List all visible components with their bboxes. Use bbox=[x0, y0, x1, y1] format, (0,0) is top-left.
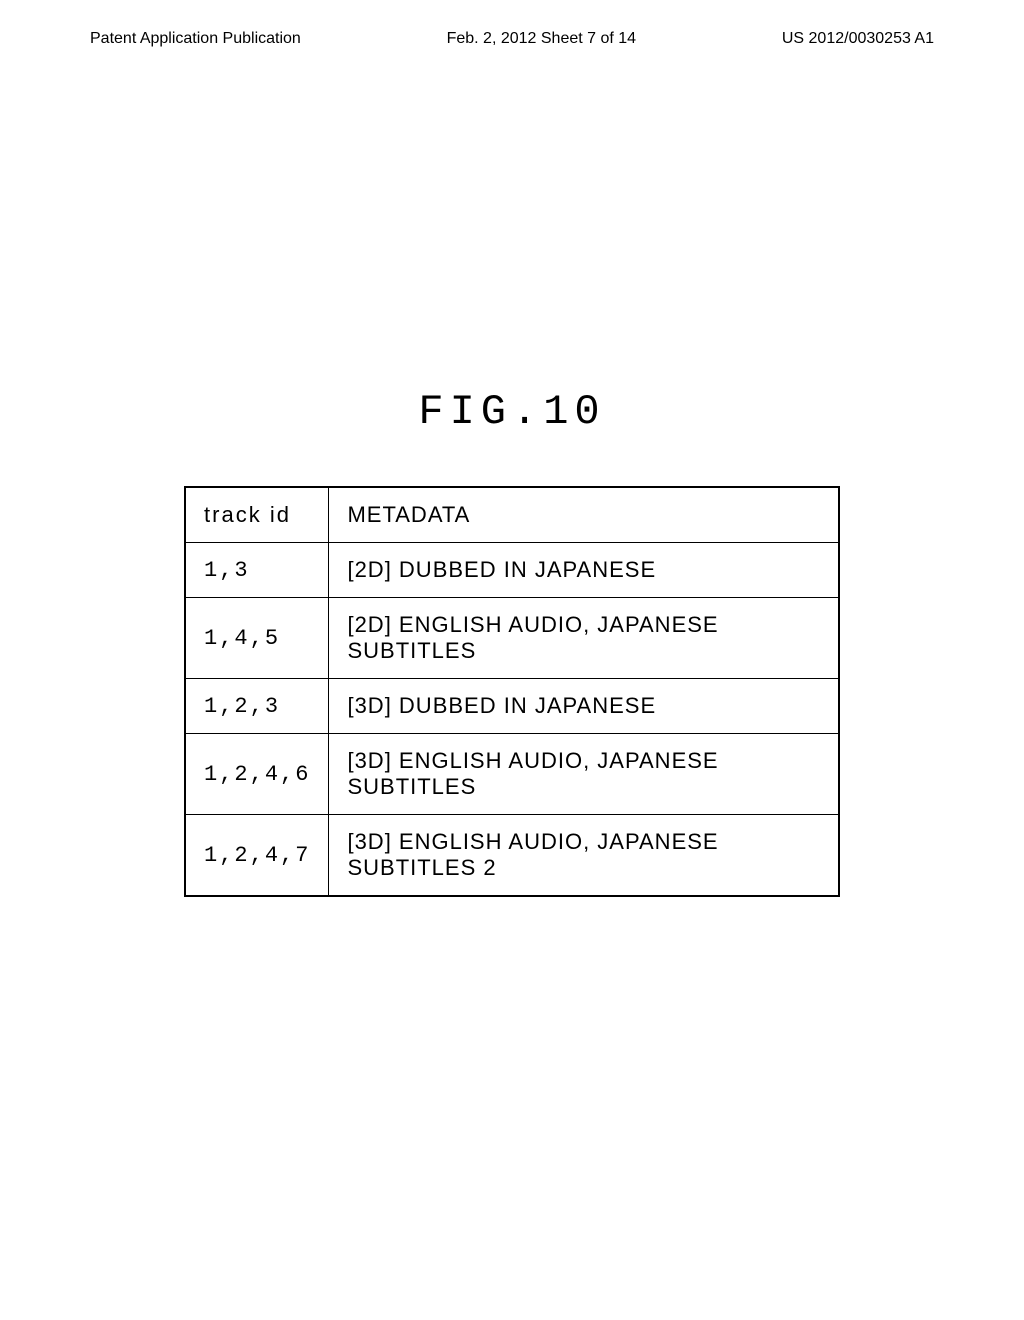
table-cell-trackid: 1,4,5 bbox=[185, 598, 329, 679]
table-cell-metadata: [2D] ENGLISH AUDIO, JAPANESE SUBTITLES bbox=[329, 598, 839, 679]
page-header: Patent Application Publication Feb. 2, 2… bbox=[0, 0, 1024, 58]
header-patent-number: US 2012/0030253 A1 bbox=[782, 30, 934, 48]
table-row: 1,2,4,6 [3D] ENGLISH AUDIO, JAPANESE SUB… bbox=[185, 734, 839, 815]
metadata-table: track id METADATA 1,3 [2D] DUBBED IN JAP… bbox=[184, 486, 840, 897]
table-row: 1,2,3 [3D] DUBBED IN JAPANESE bbox=[185, 679, 839, 734]
table-cell-trackid: 1,3 bbox=[185, 543, 329, 598]
table-header-metadata: METADATA bbox=[329, 487, 839, 543]
table-cell-metadata: [2D] DUBBED IN JAPANESE bbox=[329, 543, 839, 598]
table-cell-trackid: 1,2,4,6 bbox=[185, 734, 329, 815]
figure-title: FIG.10 bbox=[0, 388, 1024, 436]
table-container: track id METADATA 1,3 [2D] DUBBED IN JAP… bbox=[0, 486, 1024, 897]
table-cell-metadata: [3D] ENGLISH AUDIO, JAPANESE SUBTITLES bbox=[329, 734, 839, 815]
table-cell-metadata: [3D] ENGLISH AUDIO, JAPANESE SUBTITLES 2 bbox=[329, 815, 839, 897]
header-sheet-info: Feb. 2, 2012 Sheet 7 of 14 bbox=[447, 30, 636, 48]
table-header-trackid: track id bbox=[185, 487, 329, 543]
table-cell-metadata: [3D] DUBBED IN JAPANESE bbox=[329, 679, 839, 734]
table-row: 1,2,4,7 [3D] ENGLISH AUDIO, JAPANESE SUB… bbox=[185, 815, 839, 897]
table-cell-trackid: 1,2,4,7 bbox=[185, 815, 329, 897]
header-publication: Patent Application Publication bbox=[90, 30, 301, 48]
table-row: 1,3 [2D] DUBBED IN JAPANESE bbox=[185, 543, 839, 598]
table-cell-trackid: 1,2,3 bbox=[185, 679, 329, 734]
table-row: 1,4,5 [2D] ENGLISH AUDIO, JAPANESE SUBTI… bbox=[185, 598, 839, 679]
table-header-row: track id METADATA bbox=[185, 487, 839, 543]
